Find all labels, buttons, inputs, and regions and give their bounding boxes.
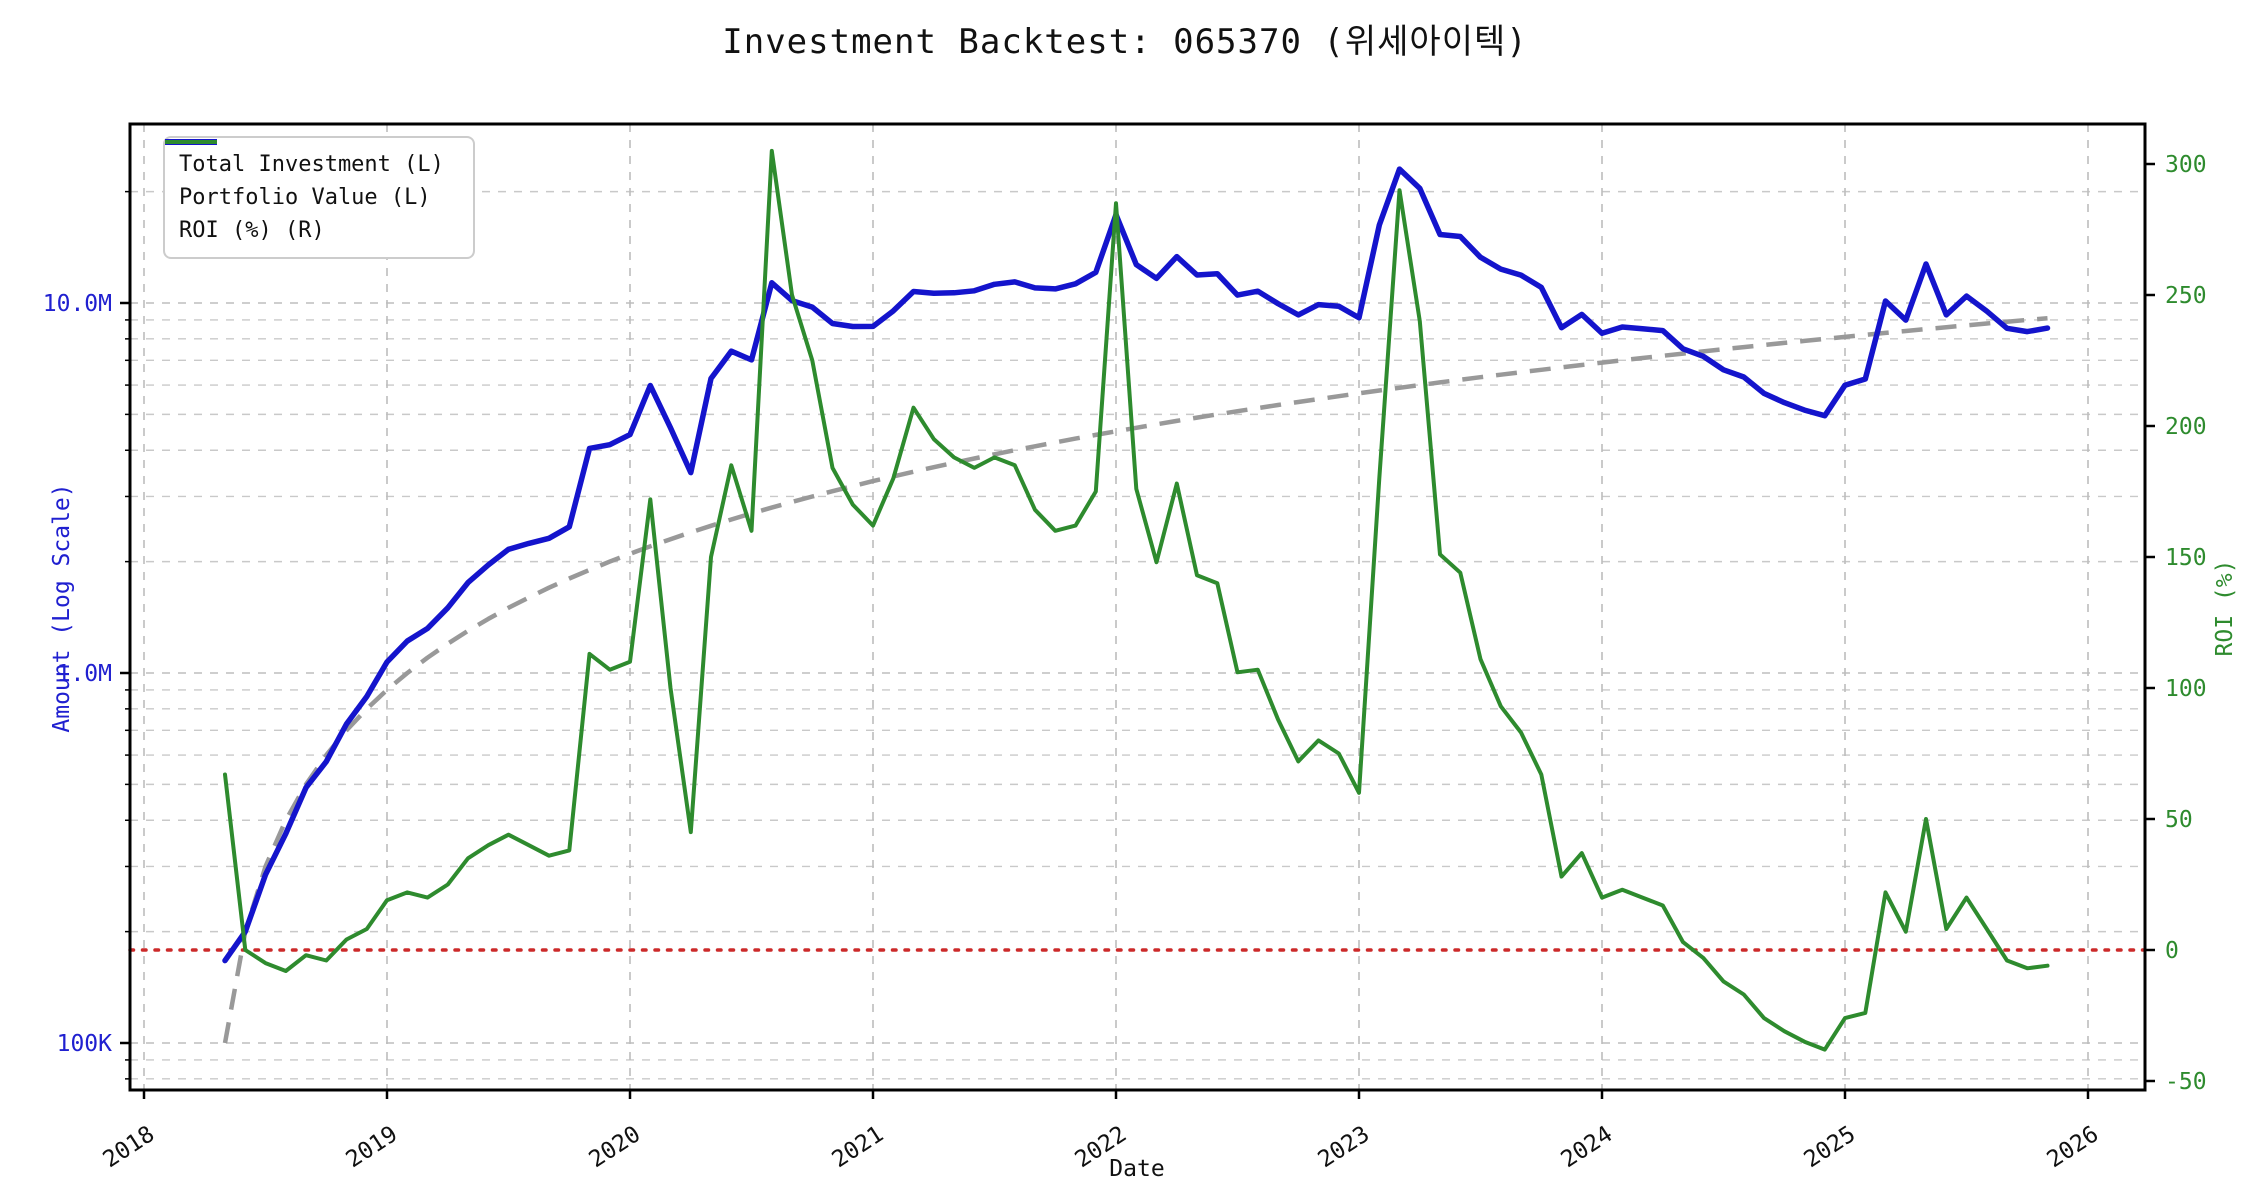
svg-text:100: 100	[2165, 676, 2207, 702]
svg-text:2020: 2020	[585, 1121, 646, 1173]
chart-title: Investment Backtest: 065370 (위세아이텍)	[722, 22, 1528, 62]
svg-text:200: 200	[2165, 414, 2207, 440]
y-axis-left-label: Amount (Log Scale)	[49, 483, 75, 733]
svg-text:2024: 2024	[1557, 1121, 1618, 1173]
svg-text:2021: 2021	[828, 1121, 889, 1173]
svg-text:2018: 2018	[99, 1121, 160, 1173]
legend-label: ROI (%) (R)	[179, 218, 325, 243]
svg-text:2019: 2019	[342, 1121, 403, 1173]
legend-label: Total Investment (L)	[179, 152, 444, 177]
legend-label: Portfolio Value (L)	[179, 185, 431, 210]
svg-text:50: 50	[2165, 807, 2193, 833]
svg-text:0: 0	[2165, 938, 2179, 964]
svg-text:10.0M: 10.0M	[43, 291, 112, 317]
svg-text:100K: 100K	[57, 1031, 113, 1057]
svg-text:-50: -50	[2165, 1069, 2207, 1095]
svg-text:2026: 2026	[2043, 1121, 2104, 1173]
svg-text:300: 300	[2165, 152, 2207, 178]
svg-text:250: 250	[2165, 283, 2207, 309]
legend-item-portfolio-value: Portfolio Value (L)	[165, 139, 459, 214]
x-axis-label: Date	[1109, 1156, 1165, 1182]
legend: Total Investment (L) Portfolio Value (L)…	[163, 136, 475, 259]
solid-line-icon	[165, 140, 217, 144]
svg-text:2023: 2023	[1314, 1121, 1375, 1173]
svg-text:150: 150	[2165, 545, 2207, 571]
svg-text:2025: 2025	[1800, 1121, 1861, 1173]
legend-item-total-investment: Total Investment (L)	[165, 140, 459, 181]
svg-text:1.0M: 1.0M	[57, 661, 112, 687]
legend-item-roi: ROI (%) (R)	[165, 140, 459, 247]
y-axis-right-label: ROI (%)	[2212, 559, 2238, 657]
